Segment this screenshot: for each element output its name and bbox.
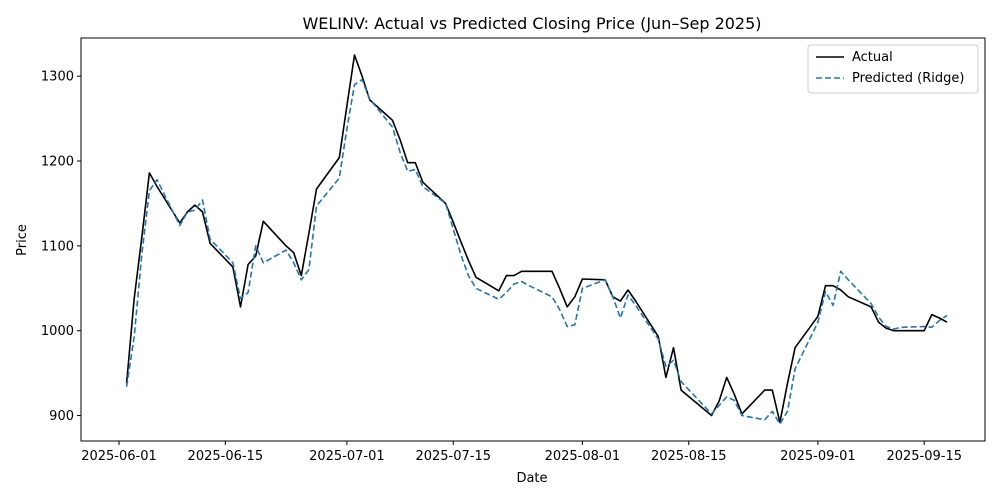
legend: Actual Predicted (Ridge) <box>807 44 979 94</box>
legend-frame <box>807 44 979 94</box>
predicted-price-line <box>125 78 948 425</box>
series-group <box>125 54 948 425</box>
y-tick-label: 1300 <box>41 70 74 85</box>
legend-predicted-label: Predicted (Ridge) <box>852 71 964 86</box>
x-tick-label: 2025-06-01 <box>81 449 157 464</box>
x-axis: 2025-06-01 2025-06-15 2025-07-01 2025-07-15… <box>81 441 962 464</box>
chart-title: WELINV: Actual vs Predicted Closing Pric… <box>302 14 761 33</box>
x-tick-label: 2025-06-15 <box>188 449 264 464</box>
actual-price-line <box>125 54 948 424</box>
x-tick-label: 2025-09-01 <box>780 449 856 464</box>
legend-actual-label: Actual <box>852 50 893 65</box>
y-tick-label: 900 <box>49 409 74 424</box>
x-tick-label: 2025-07-15 <box>415 449 491 464</box>
plot-area-frame <box>80 37 986 442</box>
y-tick-label: 1200 <box>41 155 74 170</box>
y-axis-label: Price <box>15 224 30 256</box>
x-tick-label: 2025-08-15 <box>651 449 727 464</box>
y-tick-label: 1100 <box>41 239 74 254</box>
x-tick-label: 2025-08-01 <box>545 449 621 464</box>
x-tick-label: 2025-07-01 <box>309 449 385 464</box>
y-tick-label: 1000 <box>41 324 74 339</box>
x-tick-label: 2025-09-15 <box>886 449 962 464</box>
x-axis-label: Date <box>516 471 547 486</box>
y-axis: 900 1000 1100 1200 1300 <box>41 70 81 424</box>
